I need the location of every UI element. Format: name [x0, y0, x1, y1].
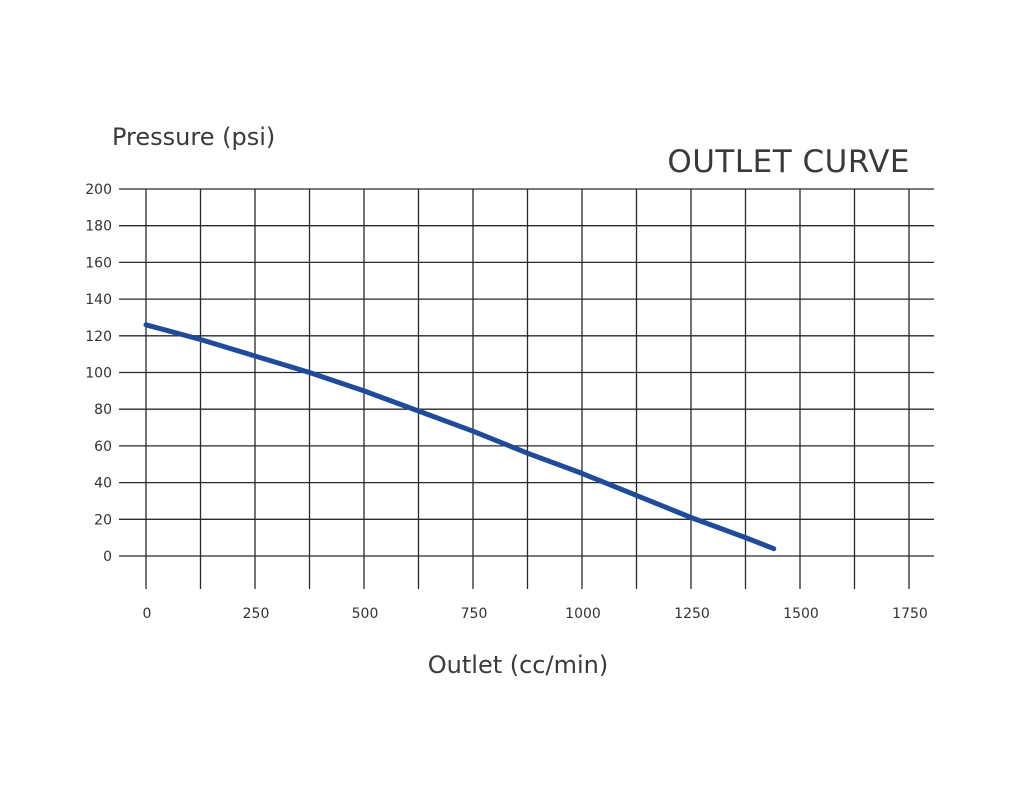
series-line: [143, 322, 777, 552]
y-tick-label: 20: [94, 512, 112, 528]
y-tick-label: 140: [85, 292, 112, 308]
y-tick-label: 180: [85, 219, 112, 235]
y-tick-label: 100: [85, 366, 112, 382]
y-tick-label: 200: [85, 182, 112, 198]
x-axis-title: Outlet (cc/min): [428, 651, 608, 679]
x-tick-label: 1500: [783, 606, 819, 622]
y-tick-label: 160: [85, 255, 112, 271]
x-tick-label: 250: [243, 606, 270, 622]
y-axis-title: Pressure (psi): [112, 123, 275, 151]
grid: [119, 188, 934, 589]
y-tick-label: 0: [103, 549, 112, 565]
y-tick-label: 80: [94, 402, 112, 418]
y-tick-label: 40: [94, 476, 112, 492]
y-tick-label: 60: [94, 439, 112, 455]
series-layer: [143, 322, 777, 552]
x-tick-label: 750: [461, 606, 488, 622]
x-tick-label: 1250: [674, 606, 710, 622]
x-tick-label: 1750: [892, 606, 928, 622]
x-tick-label: 500: [352, 606, 379, 622]
x-tick-label: 1000: [565, 606, 601, 622]
chart-title: OUTLET CURVE: [667, 144, 910, 180]
x-tick-label: 0: [143, 606, 152, 622]
y-tick-label: 120: [85, 329, 112, 345]
tick-labels: 0 20 40 60 80 100 120 140 160 180 200 0 250 500 750 100…: [85, 182, 928, 622]
